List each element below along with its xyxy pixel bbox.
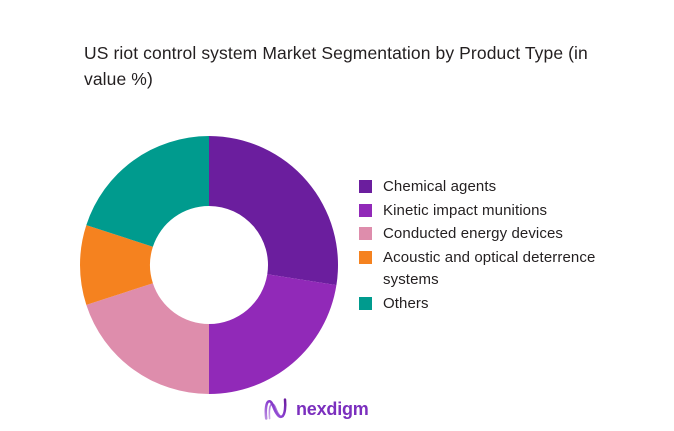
legend-swatch-icon (359, 227, 372, 240)
legend-item-chemical-agents[interactable]: Chemical agents (359, 176, 659, 199)
nexdigm-logo-mark-icon (264, 398, 287, 420)
donut-chart-plot-area (80, 136, 338, 394)
legend-item-kinetic-impact-munitions[interactable]: Kinetic impact munitions (359, 200, 659, 223)
donut-slice[interactable] (209, 136, 338, 286)
legend-item-label: Kinetic impact munitions (383, 201, 548, 219)
donut-slice[interactable] (80, 225, 153, 305)
legend-swatch-icon (359, 250, 372, 264)
nexdigm-brand-logo: nexdigm (263, 398, 369, 420)
legend-item-label: Others (383, 294, 429, 312)
chart-legend: Chemical agents Kinetic impact munitions… (359, 176, 659, 316)
legend-swatch-icon (359, 203, 372, 217)
legend-item-label: Acoustic and optical deterrence systems (383, 248, 596, 289)
donut-slice[interactable] (86, 136, 209, 247)
donut-slice-group (80, 136, 338, 394)
legend-item-acoustic-and-optical-deterrence-systems[interactable]: Acoustic and optical deterrence systems (359, 247, 659, 292)
legend-item-conducted-energy-devices[interactable]: Conducted energy devices (359, 223, 659, 246)
nexdigm-wordmark: nexdigm (296, 398, 369, 419)
legend-swatch-icon (359, 296, 372, 310)
donut-chart-svg (80, 136, 338, 394)
legend-item-others[interactable]: Others (359, 293, 659, 316)
legend-item-label: Conducted energy devices (383, 225, 564, 242)
chart-title: US riot control system Market Segmentati… (84, 43, 588, 89)
donut-slice[interactable] (86, 283, 209, 394)
legend-item-label: Chemical agents (383, 178, 497, 195)
legend-swatch-icon (359, 180, 372, 193)
donut-slice[interactable] (209, 274, 337, 394)
